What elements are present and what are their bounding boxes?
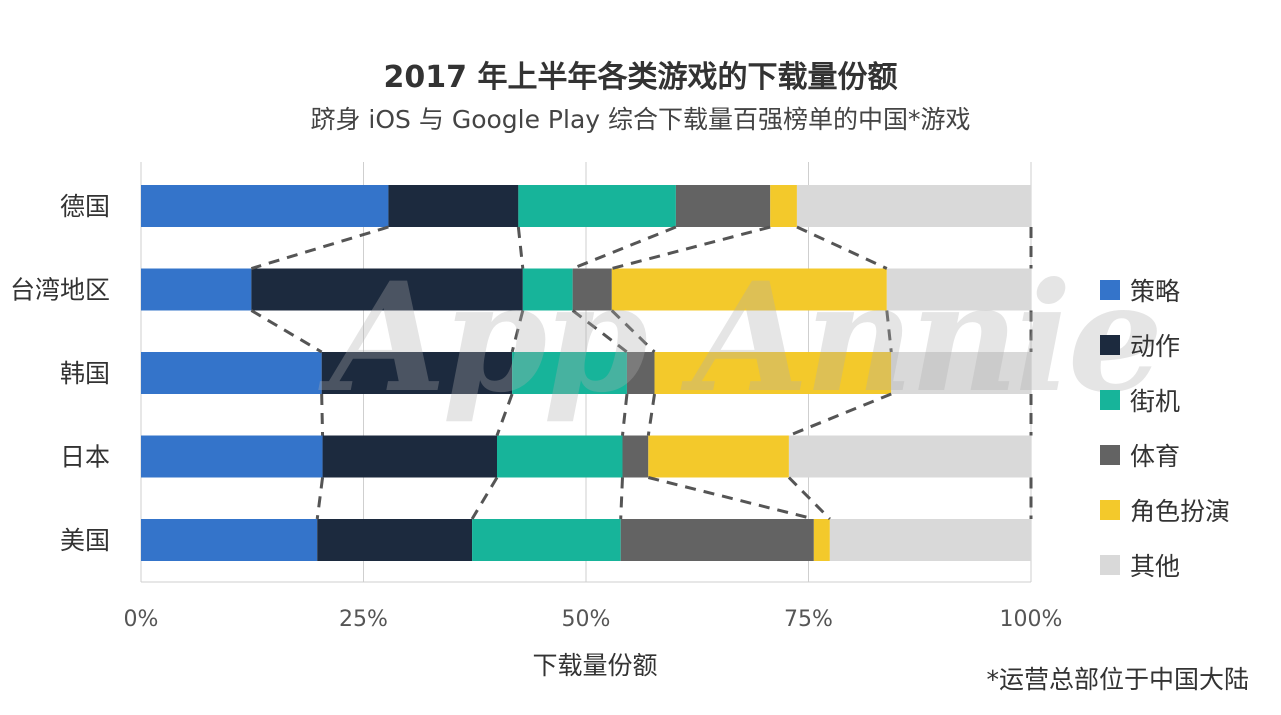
y-tick-label: 德国 [60, 192, 110, 221]
legend-label: 街机 [1130, 386, 1181, 416]
chart-subtitle: 跻身 iOS 与 Google Play 综合下载量百强榜单的中国*游戏 [310, 105, 971, 134]
bar-segment [675, 185, 771, 227]
bar-segment [788, 435, 1031, 478]
connector-line [646, 393, 657, 436]
legend-swatch [1100, 444, 1120, 465]
legend-label: 策略 [1130, 276, 1181, 306]
bar-segment [813, 519, 830, 561]
x-tick-label: 0% [124, 607, 159, 632]
connector-line [320, 393, 325, 436]
connector-line [495, 393, 514, 437]
legend: 策略 动作 街机 体育 角色扮演 其他 [1100, 262, 1230, 592]
bar-segment [141, 519, 318, 561]
bar-segment [141, 185, 389, 227]
legend-label: 动作 [1130, 331, 1181, 361]
connector-line [796, 225, 888, 270]
legend-item: 其他 [1100, 537, 1230, 592]
bar-layer [141, 185, 1031, 561]
x-tick-label: 100% [1000, 607, 1063, 632]
connector-line [647, 476, 815, 521]
bar-segment [322, 435, 497, 478]
connector-line [572, 225, 677, 270]
connector-line [315, 477, 325, 520]
y-tick-label: 日本 [60, 443, 110, 472]
bar-segment [321, 352, 513, 394]
connector-line [788, 392, 892, 437]
connector-line [885, 310, 893, 353]
x-tick-label: 75% [784, 607, 833, 632]
legend-item: 策略 [1100, 262, 1230, 317]
bar-segment [317, 519, 473, 561]
bar-segment [891, 352, 1031, 394]
connector-line [250, 225, 389, 270]
legend-swatch [1100, 499, 1120, 520]
legend-swatch [1100, 334, 1120, 355]
footnote: *运营总部位于中国大陆 [986, 665, 1249, 694]
bar-segment [886, 268, 1031, 311]
legend-label: 其他 [1130, 551, 1181, 581]
legend-label: 角色扮演 [1130, 496, 1231, 526]
legend-item: 角色扮演 [1100, 482, 1230, 537]
bar-segment [141, 352, 322, 394]
bar-segment [522, 268, 573, 311]
bar-segment [472, 519, 621, 561]
connector-line [510, 310, 525, 353]
bar-segment [626, 352, 655, 394]
x-tick-label: 25% [339, 607, 388, 632]
connector-line [620, 393, 629, 436]
bar-segment [796, 185, 1031, 227]
connector-line [787, 476, 831, 521]
legend-item: 体育 [1100, 427, 1230, 482]
y-tick-label: 美国 [60, 526, 110, 555]
bar-segment [388, 185, 519, 227]
legend-swatch [1100, 279, 1120, 300]
y-tick-label: 台湾地区 [10, 276, 110, 305]
legend-label: 体育 [1130, 441, 1181, 471]
chart-title: 2017 年上半年各类游戏的下载量份额 [383, 60, 898, 95]
x-tick-label: 50% [562, 607, 611, 632]
bar-segment [141, 268, 252, 311]
bar-segment [141, 435, 323, 478]
bar-segment [611, 268, 887, 311]
bar-segment [518, 185, 676, 227]
bar-segment [648, 435, 789, 478]
bar-segment [654, 352, 892, 394]
bar-segment [770, 185, 797, 227]
connector-line [610, 309, 656, 354]
connector-line [516, 226, 525, 269]
connector-line [611, 225, 771, 270]
bar-segment [497, 435, 623, 478]
legend-item: 动作 [1100, 317, 1230, 372]
connector-line [470, 476, 499, 520]
bar-segment [622, 435, 649, 478]
connector-layer [250, 225, 1033, 521]
y-tick-label: 韩国 [60, 359, 110, 388]
connector-line [250, 309, 323, 354]
legend-swatch [1100, 389, 1120, 410]
legend-item: 街机 [1100, 372, 1230, 427]
legend-swatch [1100, 554, 1120, 575]
bar-segment [572, 268, 612, 311]
bar-segment [251, 268, 523, 311]
connector-line [619, 477, 624, 520]
bar-segment [620, 519, 814, 561]
bar-segment [829, 519, 1031, 561]
bar-segment [512, 352, 627, 394]
x-axis-label: 下载量份额 [532, 651, 658, 680]
